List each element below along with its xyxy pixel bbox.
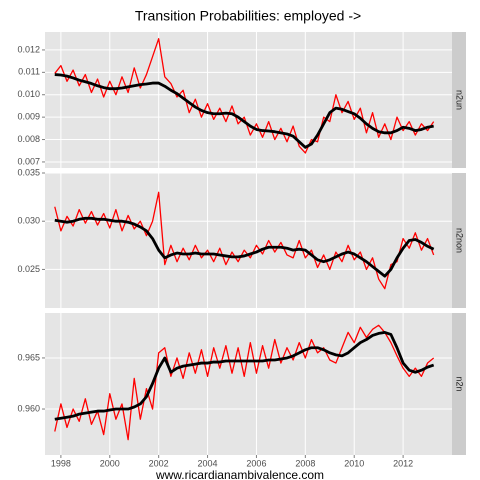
y-tick-label: 0.007: [17, 156, 40, 166]
strip-background: [452, 32, 466, 168]
strip-label: n2un: [455, 90, 465, 110]
panel-background: [45, 32, 452, 168]
strip-label: n2non: [455, 228, 465, 253]
panel-background: [45, 173, 452, 308]
y-tick-label: 0.008: [17, 134, 40, 144]
y-tick-label: 0.011: [18, 67, 40, 77]
x-axis-label: www.ricardianambivalence.com: [155, 468, 324, 480]
x-tick-label: 2006: [246, 458, 266, 468]
y-tick-label: 0.965: [17, 352, 40, 362]
x-tick-label: 2002: [149, 458, 169, 468]
y-tick-label: 0.030: [17, 216, 40, 226]
series-line: [54, 331, 435, 421]
x-tick-label: 2010: [344, 458, 364, 468]
x-tick-label: 2008: [295, 458, 315, 468]
y-tick-label: 0.012: [17, 44, 40, 54]
chart-title: Transition Probabilities: employed ->: [135, 8, 361, 24]
strip-label: n2n: [455, 376, 465, 391]
strip-background: [452, 313, 466, 455]
series-line: [54, 216, 435, 278]
y-tick-label: 0.035: [17, 167, 40, 177]
panel-background: [45, 313, 452, 455]
y-tick-label: 0.960: [17, 403, 40, 413]
y-tick-label: 0.010: [17, 89, 40, 99]
series-line: [54, 73, 434, 149]
x-tick-label: 2004: [198, 458, 218, 468]
series-line: [54, 324, 435, 441]
y-tick-label: 0.009: [17, 112, 40, 122]
x-tick-label: 2000: [100, 458, 120, 468]
x-tick-label: 2012: [393, 458, 413, 468]
y-tick-label: 0.025: [17, 264, 40, 274]
strip-background: [452, 173, 466, 308]
series-line: [54, 191, 435, 290]
x-tick-label: 1998: [51, 458, 71, 468]
